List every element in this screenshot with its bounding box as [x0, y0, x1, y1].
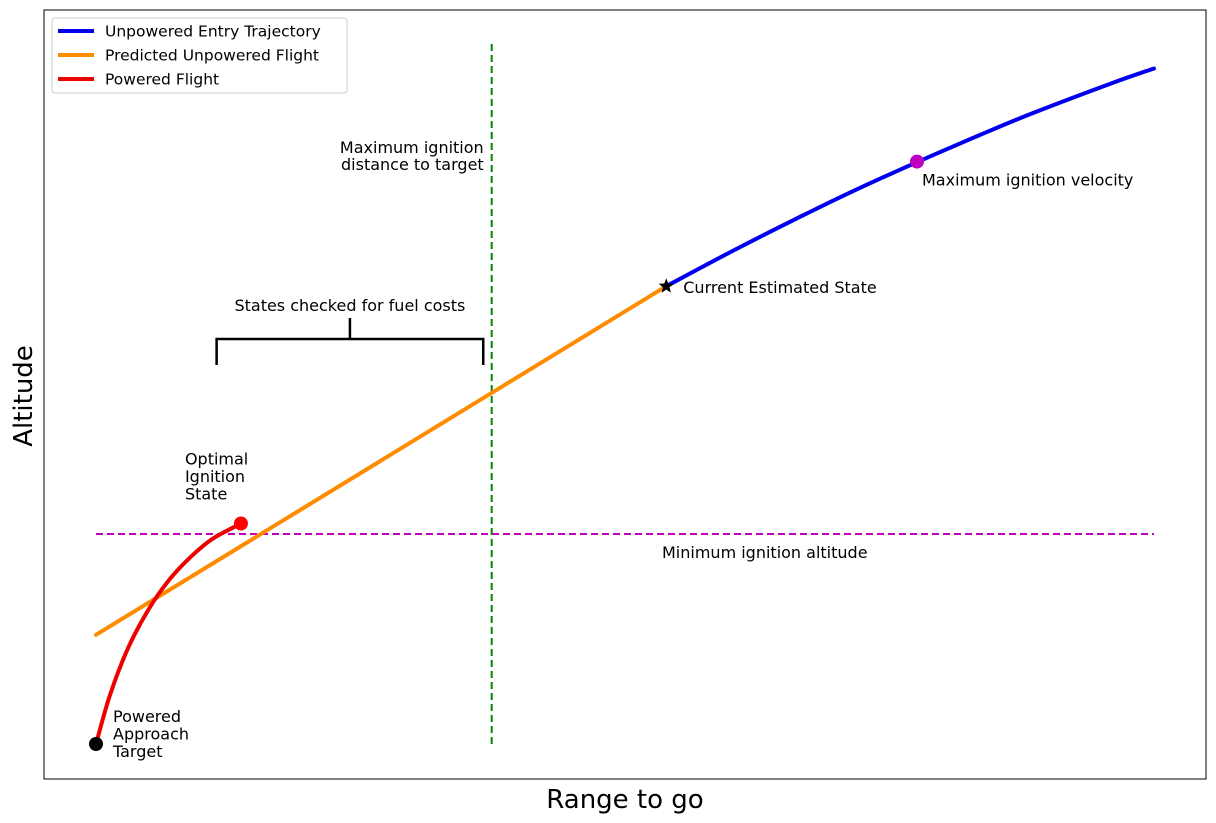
max-ignition-velocity-label: Maximum ignition velocity — [922, 171, 1133, 190]
current-estimated-state-marker — [658, 278, 674, 293]
plot-frame — [43, 9, 1207, 780]
fuel-cost-bracket-label: States checked for fuel costs — [234, 296, 465, 315]
series-line-2 — [94, 521, 243, 746]
powered-approach-target-marker — [89, 737, 103, 751]
legend-box — [51, 17, 348, 94]
series-line-1 — [94, 284, 669, 637]
y-axis-label: Altitude — [9, 345, 39, 447]
series-line-0 — [664, 66, 1156, 289]
optimal-ignition-state-label: Optimal Ignition State — [185, 450, 248, 504]
min-ignition-altitude-label: Minimum ignition altitude — [662, 543, 868, 562]
legend-label-0: Unpowered Entry Trajectory — [105, 23, 321, 41]
x-axis-label: Range to go — [546, 785, 703, 815]
legend-label-2: Powered Flight — [105, 71, 219, 89]
max-ignition-velocity-marker — [910, 154, 925, 169]
max-ignition-distance-label: Maximum ignition distance to target — [340, 138, 484, 174]
optimal-ignition-state-marker — [233, 516, 248, 531]
fuel-cost-bracket — [215, 318, 485, 365]
powered-approach-target-label: Powered Approach Target — [112, 707, 189, 761]
legend-label-1: Predicted Unpowered Flight — [105, 47, 319, 65]
current-estimated-state-label: Current Estimated State — [683, 278, 876, 297]
